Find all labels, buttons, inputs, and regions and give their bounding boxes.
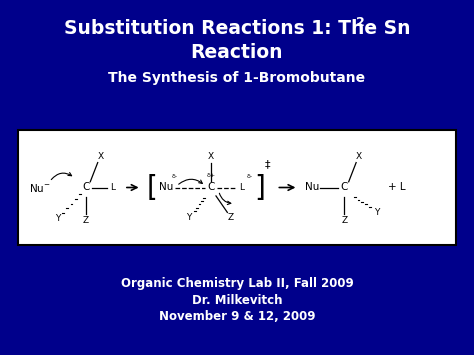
Text: C: C [341,182,348,192]
FancyArrowPatch shape [219,193,231,204]
Text: L: L [109,183,115,192]
Text: C: C [207,182,214,192]
Text: X: X [208,152,214,161]
Text: 2: 2 [356,16,365,28]
Text: + L: + L [388,182,406,192]
Text: Z: Z [341,215,347,225]
Text: δ+: δ+ [206,173,215,178]
Text: Nu: Nu [159,182,173,192]
Text: Dr. Milkevitch: Dr. Milkevitch [192,294,282,306]
Text: Z: Z [83,215,89,225]
Text: [: [ [146,174,157,202]
Text: δ-: δ- [172,174,178,179]
Text: Nu$^{-}$: Nu$^{-}$ [29,181,51,193]
Text: Nu: Nu [305,182,319,192]
Text: Y: Y [374,208,379,217]
Text: Reaction: Reaction [191,43,283,61]
Text: L: L [239,183,244,192]
Text: $\ddagger$: $\ddagger$ [264,158,271,171]
Text: Y: Y [186,213,191,222]
Text: X: X [356,152,362,161]
Text: ]: ] [255,174,265,202]
Text: X: X [98,152,104,161]
Text: The Synthesis of 1-Bromobutane: The Synthesis of 1-Bromobutane [109,71,365,85]
Text: Organic Chemistry Lab II, Fall 2009: Organic Chemistry Lab II, Fall 2009 [120,277,354,289]
Text: Y: Y [55,214,60,223]
Text: C: C [82,182,90,192]
Text: November 9 & 12, 2009: November 9 & 12, 2009 [159,311,315,323]
Text: Substitution Reactions 1: The Sn: Substitution Reactions 1: The Sn [64,18,410,38]
Text: Z: Z [228,213,234,222]
FancyArrowPatch shape [179,179,202,184]
Text: δ-: δ- [246,174,252,179]
Bar [18,130,456,245]
FancyArrowPatch shape [51,173,72,180]
